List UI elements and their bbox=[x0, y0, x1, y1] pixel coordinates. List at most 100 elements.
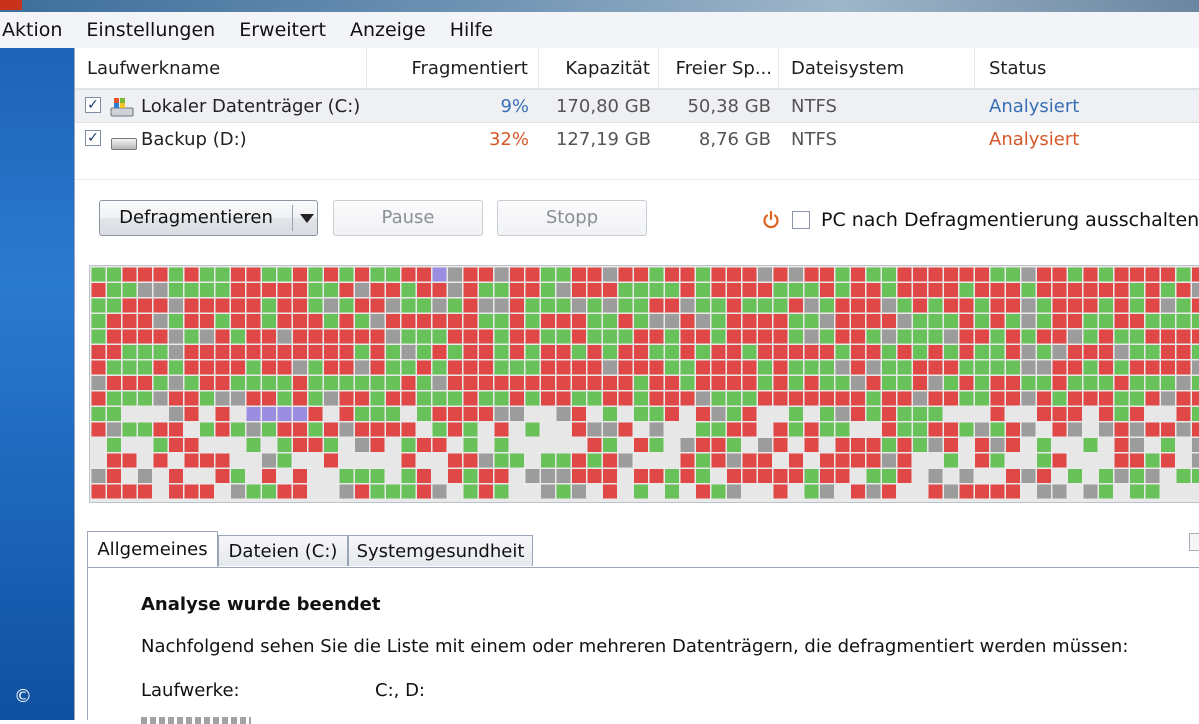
drive-row-d[interactable]: ✓ Backup (D:) 32% 127,19 GB 8,76 GB NTFS… bbox=[75, 123, 1199, 155]
drive-d-checkbox[interactable]: ✓ bbox=[85, 130, 101, 146]
cluster-block bbox=[262, 422, 276, 437]
cluster-block bbox=[587, 360, 602, 375]
cluster-block bbox=[1192, 345, 1199, 359]
cluster-block bbox=[944, 298, 958, 313]
column-header-filesystem[interactable]: Dateisystem bbox=[779, 48, 975, 88]
cluster-block bbox=[990, 345, 1005, 359]
tab-systemgesundheit[interactable]: Systemgesundheit bbox=[348, 535, 533, 566]
cluster-block bbox=[727, 345, 741, 359]
cluster-block bbox=[990, 422, 1005, 437]
cluster-block bbox=[789, 407, 803, 421]
cluster-block bbox=[556, 484, 571, 499]
cluster-block bbox=[417, 469, 431, 483]
cluster-block bbox=[262, 453, 276, 468]
cluster-block bbox=[231, 438, 245, 452]
cluster-block bbox=[1021, 376, 1036, 390]
cluster-block bbox=[1192, 360, 1199, 375]
column-header-name[interactable]: Laufwerkname bbox=[75, 48, 367, 88]
cluster-block bbox=[773, 484, 788, 499]
cluster-block bbox=[308, 283, 323, 297]
cluster-block bbox=[479, 376, 493, 390]
cluster-block bbox=[277, 438, 292, 452]
tab-strip: Allgemeines Dateien (C:) Systemgesundhei… bbox=[87, 531, 1199, 567]
tab-allgemeines[interactable]: Allgemeines bbox=[87, 531, 218, 567]
cluster-block bbox=[246, 469, 261, 483]
cluster-block bbox=[572, 376, 586, 390]
cluster-block bbox=[107, 484, 121, 499]
shutdown-checkbox[interactable] bbox=[792, 211, 810, 229]
cluster-block bbox=[990, 283, 1005, 297]
shutdown-label[interactable]: PC nach Defragmentierung ausschalten bbox=[821, 209, 1199, 231]
menu-aktion[interactable]: Aktion bbox=[2, 19, 63, 41]
cluster-block bbox=[262, 376, 276, 390]
menu-erweitert[interactable]: Erweitert bbox=[239, 19, 326, 41]
cluster-block bbox=[618, 407, 633, 421]
cluster-block bbox=[200, 422, 214, 437]
cluster-block bbox=[525, 469, 540, 483]
cluster-block bbox=[851, 422, 865, 437]
cluster-block bbox=[293, 422, 307, 437]
cluster-block bbox=[494, 376, 509, 390]
cluster-block bbox=[990, 407, 1005, 421]
cluster-block bbox=[680, 314, 695, 328]
cluster-block bbox=[696, 298, 710, 313]
cluster-block bbox=[603, 407, 617, 421]
tab-dateien[interactable]: Dateien (C:) bbox=[218, 535, 348, 566]
cluster-block bbox=[200, 438, 214, 452]
cluster-block bbox=[866, 376, 881, 390]
pause-button[interactable]: Pause bbox=[333, 200, 483, 236]
cluster-block bbox=[897, 422, 912, 437]
drive-row-c[interactable]: ✓ Lokaler Datenträger (C:) 9% 170,80 GB … bbox=[75, 89, 1199, 123]
cluster-block bbox=[448, 267, 462, 282]
defragment-button-label[interactable]: Defragmentieren bbox=[119, 207, 273, 228]
cluster-block bbox=[463, 267, 478, 282]
column-header-capacity[interactable]: Kapazität bbox=[539, 48, 659, 88]
cluster-block bbox=[804, 438, 819, 452]
drive-list-header: Laufwerkname Fragmentiert Kapazität Frei… bbox=[75, 48, 1199, 89]
cluster-block bbox=[463, 376, 478, 390]
cluster-block bbox=[432, 345, 447, 359]
drive-c-filesystem: NTFS bbox=[791, 96, 837, 117]
column-header-free[interactable]: Freier Sp... bbox=[659, 48, 779, 88]
menu-hilfe[interactable]: Hilfe bbox=[449, 19, 493, 41]
defragment-split-button[interactable]: Defragmentieren bbox=[99, 200, 318, 236]
cluster-block bbox=[711, 438, 726, 452]
menu-einstellungen[interactable]: Einstellungen bbox=[86, 19, 216, 41]
cluster-block bbox=[603, 422, 617, 437]
cluster-block bbox=[1192, 422, 1199, 437]
cluster-block bbox=[944, 267, 958, 282]
cluster-block bbox=[184, 267, 199, 282]
cluster-block bbox=[401, 345, 416, 359]
cluster-block bbox=[91, 422, 106, 437]
panel-corner-control[interactable] bbox=[1189, 533, 1199, 551]
chevron-down-icon[interactable] bbox=[300, 214, 314, 223]
cluster-block bbox=[866, 407, 881, 421]
cluster-block bbox=[432, 438, 447, 452]
cluster-block bbox=[370, 453, 385, 468]
column-header-status[interactable]: Status bbox=[989, 58, 1047, 79]
cluster-block bbox=[370, 298, 385, 313]
cluster-block bbox=[1099, 376, 1113, 390]
cluster-block bbox=[603, 469, 617, 483]
cluster-block bbox=[618, 469, 633, 483]
cluster-block bbox=[463, 484, 478, 499]
cluster-block bbox=[138, 314, 152, 328]
cluster-block bbox=[1006, 267, 1020, 282]
cluster-block bbox=[897, 407, 912, 421]
menu-anzeige[interactable]: Anzeige bbox=[349, 19, 426, 41]
cluster-block bbox=[1052, 298, 1067, 313]
cluster-block bbox=[882, 267, 896, 282]
cluster-block bbox=[1006, 298, 1020, 313]
stop-button[interactable]: Stopp bbox=[497, 200, 647, 236]
drive-c-checkbox[interactable]: ✓ bbox=[85, 97, 101, 113]
cluster-block bbox=[324, 438, 338, 452]
cluster-block bbox=[215, 407, 230, 421]
cluster-block bbox=[355, 453, 369, 468]
cluster-block bbox=[169, 298, 183, 313]
cluster-block bbox=[401, 360, 416, 375]
cluster-block bbox=[944, 345, 958, 359]
cluster-block bbox=[153, 453, 168, 468]
cluster-block bbox=[370, 345, 385, 359]
cluster-block bbox=[184, 360, 199, 375]
column-header-fragmented[interactable]: Fragmentiert bbox=[367, 48, 539, 88]
